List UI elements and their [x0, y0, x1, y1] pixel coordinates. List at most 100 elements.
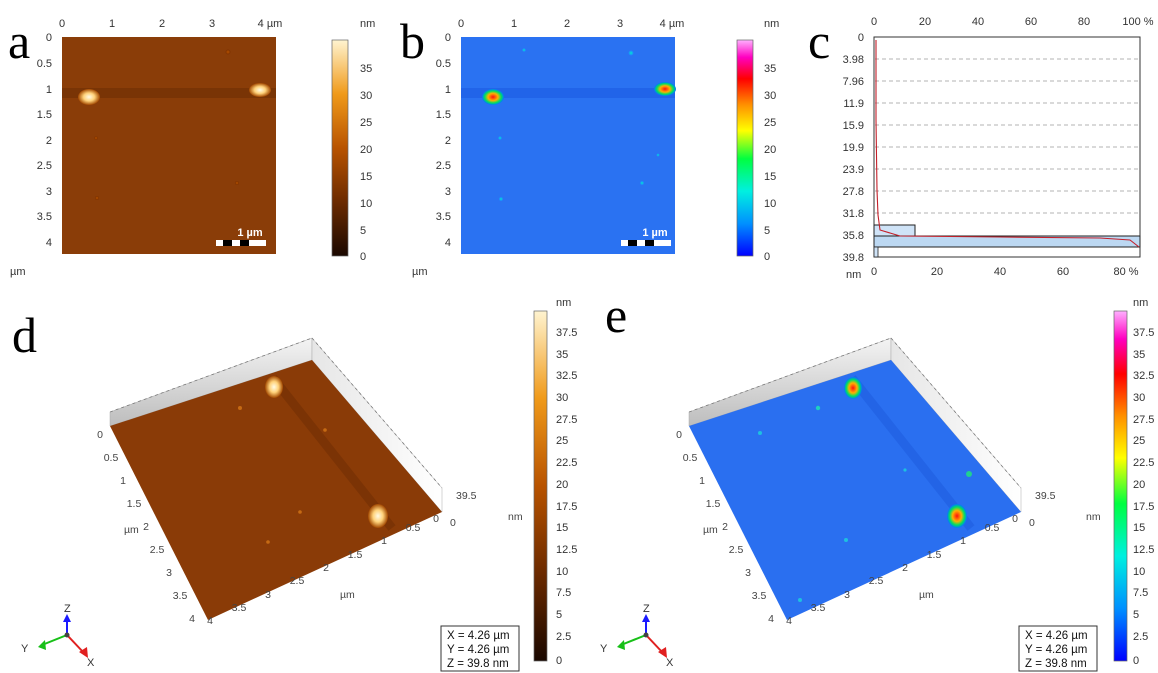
front-tick-d: 3: [265, 589, 271, 601]
colorbar-tick-d: 37.5: [556, 327, 577, 339]
colorbar-tick-e: 7.5: [1133, 587, 1148, 599]
scale-bar-a: 1 µm: [216, 227, 266, 246]
front-tick-d: 4: [207, 615, 213, 627]
scale-bar-b: 1 µm: [621, 227, 671, 246]
particle-d-1: [265, 376, 283, 398]
left-tick-e: 0.5: [683, 452, 698, 464]
y-tick-c: 27.8: [843, 186, 864, 198]
axis-unit-d-front: µm: [340, 589, 355, 601]
colorbar-tick-e: 0: [1133, 655, 1139, 667]
triad-x-d: X: [87, 657, 95, 669]
colorbar-tick-d: 2.5: [556, 631, 571, 643]
z-max-d: 39.5: [456, 490, 477, 502]
x-tick-b: 4 µm: [660, 18, 685, 30]
colorbar-a: [331, 39, 349, 257]
colorbar-unit-e: nm: [1133, 297, 1148, 309]
dot-a: [94, 136, 98, 140]
x-tick-a: 4 µm: [258, 18, 283, 30]
dot-b: [628, 50, 634, 56]
colorbar-tick-d: 22.5: [556, 457, 577, 469]
left-tick-d: 2: [143, 521, 149, 533]
particle-e-2: [947, 504, 967, 528]
front-tick-d: 0: [433, 513, 439, 525]
left-tick-d: 4: [189, 613, 195, 625]
colorbar-tick-e: 25: [1133, 435, 1145, 447]
y-tick-b: 1.5: [436, 109, 451, 121]
surface-e: [689, 360, 1021, 620]
panel-b: 1 µm 0 1 2 3 4 µm 0 0.5 1 1.5 2 2.5 3 3.…: [412, 18, 779, 278]
colorbar-tick-a: 15: [360, 171, 372, 183]
x-tick-b: 2: [564, 18, 570, 30]
x-tick-b: 0: [458, 18, 464, 30]
panel-e: 4 3.5 3 2.5 2 1.5 1 0.5 0 0 0.5 1 1.5 2 …: [600, 297, 1154, 672]
front-tick-d: 3.5: [232, 602, 247, 614]
colorbar-tick-e: 12.5: [1133, 544, 1154, 556]
left-tick-d: 0: [97, 429, 103, 441]
scale-bar-label-b: 1 µm: [642, 227, 668, 239]
y-tick-c: 31.8: [843, 208, 864, 220]
particle-e-1: [844, 377, 862, 399]
left-tick-d: 0.5: [104, 452, 119, 464]
panel-label-a: a: [8, 13, 30, 69]
y-tick-c: 0: [858, 32, 864, 44]
front-tick-e: 2.5: [869, 575, 884, 587]
left-tick-e: 1.5: [706, 498, 721, 510]
panel-label-e: e: [605, 287, 627, 343]
colorbar-unit-b: nm: [764, 18, 779, 30]
y-tick-b: 2: [445, 135, 451, 147]
info-box-e: [1018, 625, 1098, 672]
colorbar-b: [736, 39, 754, 257]
colorbar-tick-e: 10: [1133, 566, 1145, 578]
colorbar-tick-a: 25: [360, 117, 372, 129]
colorbar-tick-b: 25: [764, 117, 776, 129]
colorbar-tick-d: 27.5: [556, 414, 577, 426]
y-tick-a: 1: [46, 84, 52, 96]
colorbar-tick-b: 30: [764, 90, 776, 102]
info-y-e: Y = 4.26 µm: [1025, 644, 1087, 656]
triad-z-d: Z: [64, 603, 71, 615]
z-min-d: 0: [450, 517, 456, 529]
left-tick-d: 2.5: [150, 544, 165, 556]
front-tick-e: 4: [786, 615, 792, 627]
y-tick-b: 0: [445, 32, 451, 44]
info-x-e: X = 4.26 µm: [1025, 630, 1088, 642]
y-tick-c: 35.8: [843, 230, 864, 242]
axis-unit-a: µm: [10, 266, 26, 278]
dot-a: [225, 49, 231, 55]
colorbar-tick-a: 20: [360, 144, 372, 156]
y-tick-c: 23.9: [843, 164, 864, 176]
colorbar-tick-d: 7.5: [556, 587, 571, 599]
left-tick-e: 3: [745, 567, 751, 579]
info-z-d: Z = 39.8 nm: [447, 658, 509, 670]
particle-d-2: [368, 504, 388, 528]
info-z-e: Z = 39.8 nm: [1025, 658, 1087, 670]
colorbar-tick-d: 20: [556, 479, 568, 491]
left-tick-e: 3.5: [752, 590, 767, 602]
front-tick-e: 0: [1012, 513, 1018, 525]
left-tick-d: 3: [166, 567, 172, 579]
y-unit-c: nm: [846, 269, 861, 281]
colorbar-tick-d: 25: [556, 435, 568, 447]
axis-triad-e: Z Y X: [600, 603, 674, 669]
colorbar-tick-b: 15: [764, 171, 776, 183]
afm-image-b: [461, 37, 675, 254]
y-tick-a: 0: [46, 32, 52, 44]
bottom-tick-c: 80 %: [1113, 266, 1138, 278]
particle-b-2: [654, 82, 676, 96]
colorbar-tick-e: 20: [1133, 479, 1145, 491]
surface-d: [110, 360, 442, 620]
scale-bar-label-a: 1 µm: [237, 227, 263, 239]
dot-a: [95, 196, 99, 200]
front-tick-e: 3: [844, 589, 850, 601]
axis-unit-e-left: µm: [703, 524, 718, 536]
colorbar-tick-e: 32.5: [1133, 370, 1154, 382]
top-tick-c: 100 %: [1122, 16, 1153, 28]
colorbar-tick-d: 10: [556, 566, 568, 578]
axis-unit-e-front: µm: [919, 589, 934, 601]
panel-d: 4 3.5 3 2.5 2 1.5 1 0.5 0 0 0.5 1 1.5 2 …: [21, 297, 577, 672]
left-tick-e: 1: [699, 475, 705, 487]
panel-a: 1 µm 0 1 2 3 4 µm 0 0.5 1 1.5 2 2.5 3 3.…: [10, 18, 375, 278]
x-tick-b: 3: [617, 18, 623, 30]
front-tick-d: 2: [323, 562, 329, 574]
